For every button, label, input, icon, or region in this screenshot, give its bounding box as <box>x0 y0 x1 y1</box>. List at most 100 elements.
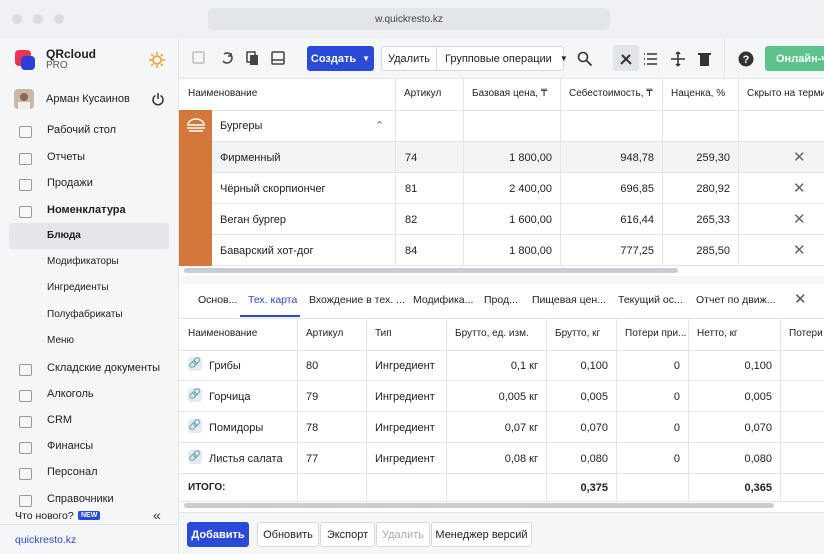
cell: 777,25 <box>620 245 654 257</box>
tab[interactable]: Прод... <box>484 294 518 306</box>
column-header[interactable]: Тип <box>375 328 392 339</box>
submenu-item[interactable]: Полуфабрикаты <box>47 308 123 320</box>
url-bar[interactable]: w.quickresto.kz <box>208 8 610 30</box>
menu-item[interactable]: Складские документы <box>47 361 161 374</box>
logo <box>15 50 35 70</box>
remove-icon[interactable]: ✕ <box>793 242 806 259</box>
column-divider <box>366 474 367 502</box>
total-label: ИТОГО: <box>188 482 226 493</box>
column-divider <box>780 474 781 502</box>
menu-item[interactable]: Персонал <box>47 466 98 479</box>
remove-icon[interactable]: ✕ <box>793 211 806 228</box>
menu-item[interactable]: Продажи <box>47 177 93 189</box>
footer-button[interactable]: Менеджер версий <box>431 522 532 547</box>
column-header[interactable]: Скрыто на терми <box>747 88 824 99</box>
submenu-item[interactable]: Модификаторы <box>47 256 119 268</box>
menu-item[interactable]: Номенклатура <box>47 203 126 216</box>
cell: 74 <box>405 152 418 164</box>
theme-toggle[interactable] <box>148 51 166 69</box>
collapse-chevron[interactable]: ⌃ <box>375 120 385 132</box>
dropdown-caret: ▼ <box>362 54 371 63</box>
tab[interactable]: Модифика... <box>413 294 474 306</box>
column-header[interactable]: Потери <box>789 328 823 339</box>
whats-new[interactable]: Что нового? <box>15 510 74 522</box>
cell: Листья салата <box>209 453 283 465</box>
cell: 0 <box>673 422 680 434</box>
tab[interactable]: Тех. карта <box>248 294 298 306</box>
cell: 616,44 <box>620 214 654 226</box>
menu-item[interactable]: Рабочий стол <box>47 124 117 136</box>
create-button[interactable]: Создать ▼ <box>307 46 374 71</box>
column-divider <box>560 204 561 235</box>
menu-item[interactable]: CRM <box>47 413 73 426</box>
toolbar-icons[interactable] <box>191 50 301 66</box>
submenu-item[interactable]: Меню <box>47 334 75 346</box>
table-row <box>179 350 824 381</box>
group-name[interactable]: Бургеры <box>220 120 263 132</box>
logout[interactable] <box>151 92 165 106</box>
column-divider <box>297 350 298 381</box>
scrollbar[interactable] <box>184 503 774 508</box>
column-divider <box>446 350 447 381</box>
close-panel[interactable]: ✕ <box>794 291 807 308</box>
view-icons[interactable] <box>618 51 718 67</box>
link-icon[interactable]: 🔗 <box>188 357 202 371</box>
tab[interactable]: Вхождение в тех. ... <box>309 294 405 306</box>
column-divider <box>688 474 689 502</box>
menu-icon <box>19 468 32 481</box>
column-header[interactable]: Базовая цена, ₸ <box>472 88 548 99</box>
remove-icon[interactable]: ✕ <box>793 180 806 197</box>
link-icon[interactable]: 🔗 <box>188 419 202 433</box>
menu-icon <box>19 363 32 376</box>
tab[interactable]: Отчет по движ... <box>696 294 776 306</box>
cell: Ингредиент <box>375 391 435 403</box>
menu-item[interactable]: Финансы <box>47 440 94 453</box>
footer-button[interactable]: Экспорт <box>320 522 375 547</box>
link-icon[interactable]: 🔗 <box>188 388 202 402</box>
scrollbar[interactable] <box>184 268 678 273</box>
remove-icon[interactable]: ✕ <box>793 149 806 166</box>
column-divider <box>780 443 781 474</box>
tab[interactable]: Пищевая цен... <box>532 294 606 306</box>
delete-button[interactable]: Удалить <box>381 46 437 71</box>
browser-bar: w.quickresto.kz <box>0 0 824 38</box>
column-header[interactable]: Наименование <box>188 328 258 339</box>
column-header[interactable]: Наименование <box>188 88 258 99</box>
column-header[interactable]: Себестоимость, ₸ <box>569 88 653 99</box>
search-icon[interactable] <box>577 51 593 67</box>
column-divider <box>546 381 547 412</box>
submenu-item[interactable]: Блюда <box>47 230 81 241</box>
column-header[interactable]: Брутто, ед. изм. <box>455 328 529 339</box>
active-tab-underline <box>240 315 300 317</box>
footer-link[interactable]: quickresto.kz <box>15 534 77 546</box>
collapse-button[interactable]: « <box>153 507 161 523</box>
menu-item[interactable]: Отчеты <box>47 150 86 163</box>
table-row <box>179 110 824 142</box>
group-ops-label: Групповые операции <box>445 52 552 65</box>
tab[interactable]: Основ... <box>198 294 238 306</box>
footer-button[interactable]: Добавить <box>187 522 249 547</box>
column-header[interactable]: Нетто, кг <box>697 328 738 339</box>
column-header[interactable]: Наценка, % <box>671 88 726 99</box>
footer-button[interactable]: Удалить <box>376 522 430 547</box>
column-header[interactable]: Артикул <box>306 328 344 339</box>
column-header[interactable]: Артикул <box>404 88 442 99</box>
menu-item[interactable]: Справочники <box>47 492 114 505</box>
column-header[interactable]: Потери при... <box>625 328 687 339</box>
column-header[interactable]: Брутто, кг <box>555 328 601 339</box>
cell: 1 600,00 <box>509 214 552 226</box>
footer-button[interactable]: Обновить <box>257 522 319 547</box>
column-divider <box>446 474 447 502</box>
online-chat-button[interactable]: Онлайн-ча <box>765 46 824 71</box>
column-divider <box>446 381 447 412</box>
group-ops-button[interactable]: Групповые операции ▼ <box>436 46 568 71</box>
cell: 82 <box>405 214 418 226</box>
help-icon[interactable]: ? <box>738 51 754 67</box>
tab[interactable]: Текущий ос... <box>618 294 683 306</box>
menu-item[interactable]: Алкоголь <box>47 387 94 400</box>
cell: 265,33 <box>696 214 730 226</box>
cell: Веган бургер <box>220 214 287 226</box>
submenu-item[interactable]: Ингредиенты <box>47 282 109 294</box>
link-icon[interactable]: 🔗 <box>188 450 202 464</box>
cell: 0,005 кг <box>498 391 538 403</box>
